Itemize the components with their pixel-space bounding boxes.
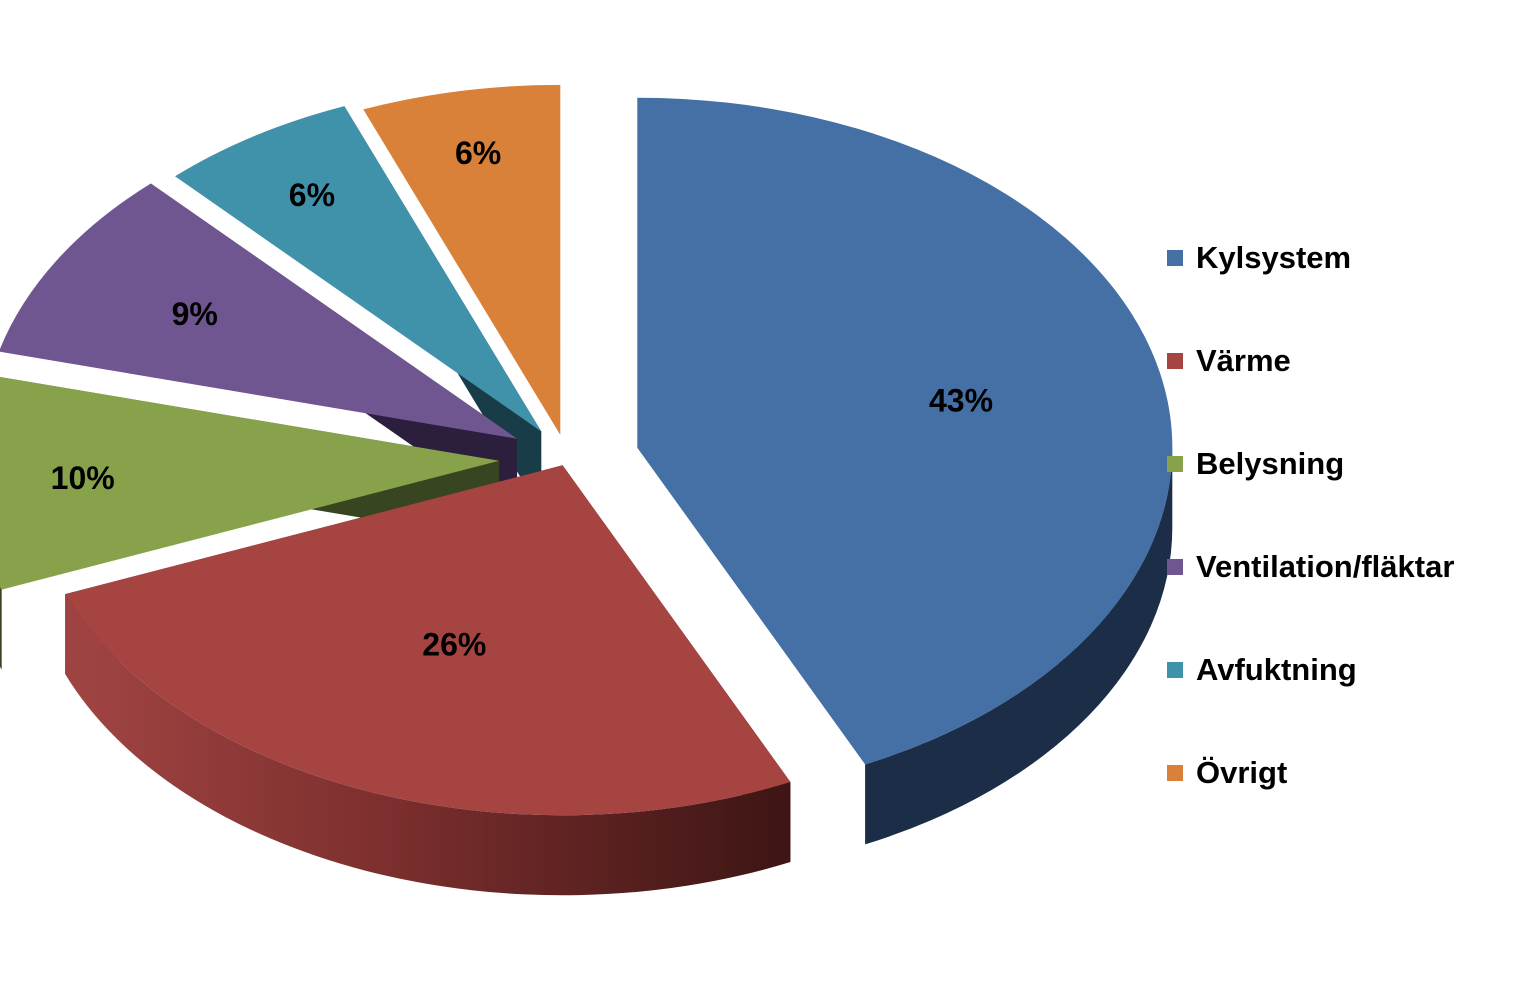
slice-tops <box>0 84 1173 816</box>
data-label-ventilation: 9% <box>172 296 218 332</box>
legend-swatch-varme <box>1167 352 1183 369</box>
data-label-avfuktning: 6% <box>289 177 335 213</box>
data-label-varme: 26% <box>422 626 486 662</box>
legend-item-avfuktning: Avfuktning <box>1167 618 1454 721</box>
legend-swatch-belysning <box>1167 455 1183 472</box>
legend-swatch-avfuktning <box>1167 661 1183 678</box>
legend-swatch-ovrigt <box>1167 764 1183 781</box>
legend-item-varme: Värme <box>1167 309 1454 412</box>
legend-label-varme: Värme <box>1196 342 1291 378</box>
legend-item-ovrigt: Övrigt <box>1167 721 1454 824</box>
slice-ventilation <box>0 183 518 439</box>
data-label-belysning: 10% <box>51 460 115 496</box>
legend-label-ventilation: Ventilation/fläktar <box>1196 548 1455 584</box>
legend-swatch-ventilation <box>1167 558 1183 575</box>
slice-ovrigt <box>363 84 561 435</box>
slice-belysning <box>0 377 500 590</box>
legend-label-belysning: Belysning <box>1196 445 1345 481</box>
data-label-kylsystem: 43% <box>929 382 993 418</box>
slice-kylsystem <box>637 97 1173 765</box>
legend-label-kylsystem: Kylsystem <box>1196 239 1352 275</box>
legend-item-belysning: Belysning <box>1167 412 1454 515</box>
slice-varme <box>65 465 791 816</box>
legend-item-kylsystem: Kylsystem <box>1167 206 1454 309</box>
legend-label-ovrigt: Övrigt <box>1196 754 1288 790</box>
legend-label-avfuktning: Avfuktning <box>1196 651 1357 687</box>
data-label-ovrigt: 6% <box>455 135 501 171</box>
slice-side-kylsystem <box>865 447 1173 845</box>
legend-item-ventilation: Ventilation/fläktar <box>1167 515 1454 618</box>
slice-avfuktning <box>175 106 542 432</box>
legend-swatch-kylsystem <box>1167 249 1183 266</box>
data-labels: 43% 26% 10% 9% 6% 6% <box>51 135 993 662</box>
legend: Kylsystem Värme Belysning Ventilation/fl… <box>1167 206 1454 824</box>
